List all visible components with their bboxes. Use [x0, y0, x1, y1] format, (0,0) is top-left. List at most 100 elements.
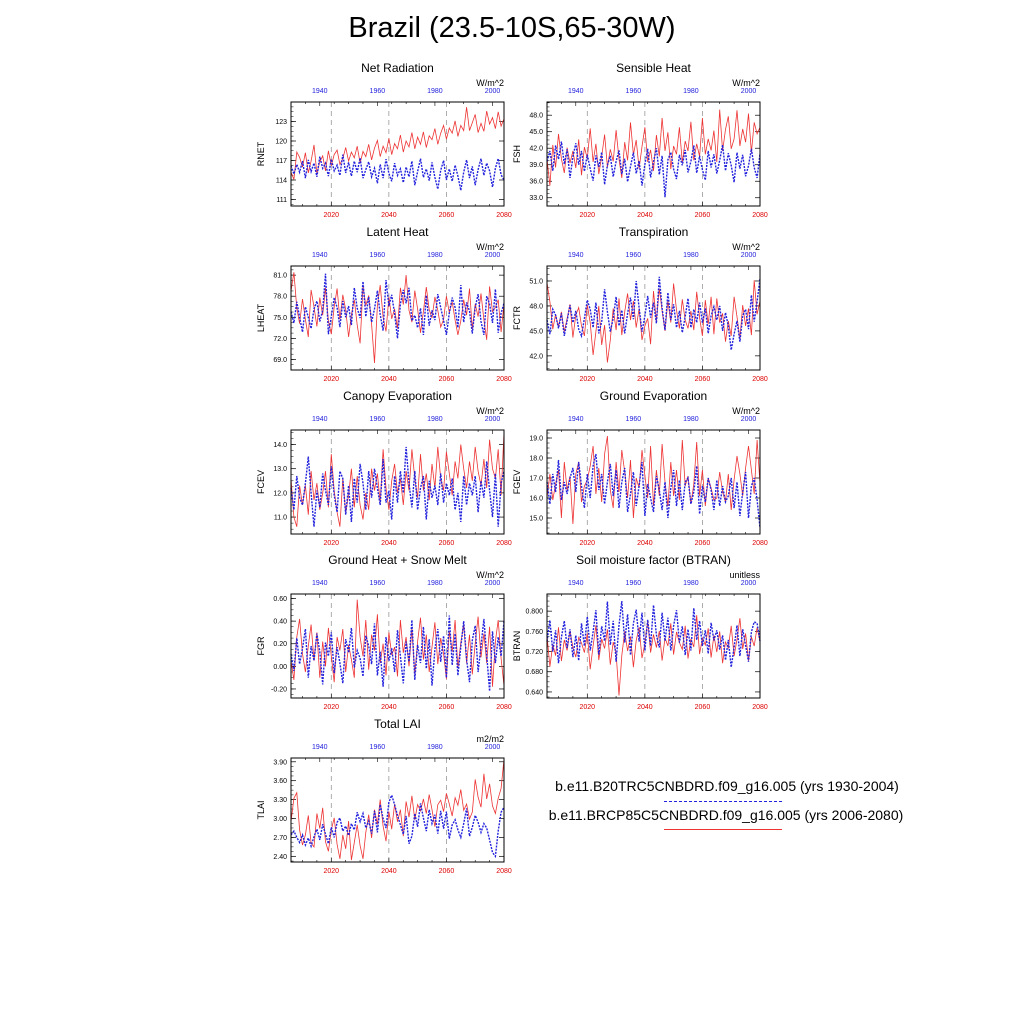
y-tick-label: 3.00 — [273, 816, 287, 823]
x-tick-label: 2080 — [496, 212, 512, 219]
top-x-tick-label: 1940 — [568, 88, 584, 95]
top-x-tick-label: 1960 — [370, 252, 386, 259]
chart-panel-btran: Soil moisture factor (BTRAN) unitless BTRA… — [512, 553, 768, 711]
y-tick-label: 51.0 — [529, 278, 543, 285]
x-tick-label: 2080 — [496, 868, 512, 875]
y-axis-label: FSH — [512, 145, 522, 163]
panel-title: Total LAI — [374, 717, 421, 731]
series-line-future — [290, 759, 505, 861]
panel-title: Ground Heat + Snow Melt — [328, 553, 467, 567]
x-tick-label: 2020 — [580, 704, 596, 711]
x-tick-label: 2040 — [381, 212, 397, 219]
x-tick-label: 2060 — [439, 704, 455, 711]
top-x-tick-label: 1960 — [626, 416, 642, 423]
chart-panel-fgr: Ground Heat + Snow Melt W/m^2 FGR -0.20 0.00… — [256, 553, 512, 711]
series-line-historical — [290, 154, 505, 191]
y-tick-label: 0.20 — [273, 641, 287, 648]
y-tick-label: 13.0 — [273, 466, 287, 473]
y-tick-label: 33.0 — [529, 195, 543, 202]
x-tick-label: 2080 — [496, 704, 512, 711]
top-x-tick-label: 2000 — [485, 416, 501, 423]
x-tick-label: 2060 — [439, 376, 455, 383]
chart-panel-fgev: Ground Evaporation W/m^2 FGEV 15.0 16.0 17.0 1… — [512, 389, 768, 547]
x-tick-label: 2040 — [381, 704, 397, 711]
top-x-tick-label: 1980 — [683, 88, 699, 95]
top-x-tick-label: 2000 — [485, 252, 501, 259]
top-x-tick-label: 1980 — [683, 416, 699, 423]
plot-frame — [290, 265, 505, 371]
x-tick-label: 2080 — [752, 704, 768, 711]
y-tick-label: 14.0 — [273, 442, 287, 449]
top-x-tick-label: 1940 — [568, 252, 584, 259]
y-tick-label: 111 — [276, 197, 287, 204]
series-line-historical — [546, 601, 761, 668]
series-line-future — [546, 109, 761, 186]
x-tick-label: 2020 — [324, 212, 340, 219]
y-tick-label: 114 — [276, 178, 287, 185]
legend-historical-label: b.e11.B20TRC5CNBDRD.f09_g16.005 (yrs 193… — [555, 778, 899, 794]
top-x-tick-label: 2000 — [741, 252, 757, 259]
y-tick-label: 81.0 — [273, 273, 287, 280]
x-tick-label: 2020 — [580, 540, 596, 547]
top-x-tick-label: 1980 — [427, 88, 443, 95]
x-tick-label: 2040 — [381, 376, 397, 383]
y-tick-label: 36.0 — [529, 179, 543, 186]
y-axis-label: FGEV — [512, 470, 522, 495]
x-tick-label: 2060 — [695, 212, 711, 219]
series-line-future — [290, 107, 505, 180]
y-axis-label: BTRAN — [512, 631, 522, 662]
top-x-tick-label: 2000 — [741, 416, 757, 423]
y-tick-label: 48.0 — [529, 303, 543, 310]
plot-frame — [546, 265, 761, 371]
panel-title: Canopy Evaporation — [343, 389, 452, 403]
panel-units: W/m^2 — [476, 78, 504, 88]
top-x-tick-label: 1960 — [370, 744, 386, 751]
y-axis-label: TLAI — [256, 800, 266, 819]
panel-units: W/m^2 — [476, 406, 504, 416]
series-line-future — [290, 599, 505, 687]
top-x-tick-label: 1940 — [312, 580, 328, 587]
chart-panel-fctr: Transpiration W/m^2 FCTR 42.0 45.0 48.0 51.0 20… — [512, 225, 768, 383]
panel-title: Net Radiation — [361, 61, 434, 75]
y-axis-label: FGR — [256, 636, 266, 655]
panel-title: Soil moisture factor (BTRAN) — [576, 553, 731, 567]
x-tick-label: 2020 — [324, 704, 340, 711]
top-x-tick-label: 1980 — [683, 580, 699, 587]
series-line-historical — [546, 453, 761, 529]
y-axis-label: RNET — [256, 141, 266, 166]
x-tick-label: 2020 — [324, 376, 340, 383]
panel-title: Ground Evaporation — [600, 389, 707, 403]
top-x-tick-label: 1940 — [312, 88, 328, 95]
top-x-tick-label: 2000 — [485, 88, 501, 95]
top-x-tick-label: 1960 — [370, 416, 386, 423]
y-tick-label: 19.0 — [529, 436, 543, 443]
top-x-tick-label: 1940 — [568, 580, 584, 587]
panel-units: W/m^2 — [732, 406, 760, 416]
y-tick-label: 0.800 — [525, 609, 543, 616]
y-tick-label: 3.60 — [273, 778, 287, 785]
y-tick-label: 18.0 — [529, 456, 543, 463]
x-tick-label: 2080 — [752, 212, 768, 219]
x-tick-label: 2040 — [637, 376, 653, 383]
y-tick-label: 42.0 — [529, 146, 543, 153]
series-line-historical — [546, 276, 761, 351]
top-x-tick-label: 2000 — [741, 88, 757, 95]
top-x-tick-label: 1940 — [312, 416, 328, 423]
x-tick-label: 2060 — [439, 868, 455, 875]
top-x-tick-label: 2000 — [485, 580, 501, 587]
series-line-historical — [290, 615, 505, 692]
y-tick-label: 0.00 — [273, 664, 287, 671]
y-tick-label: 120 — [275, 139, 287, 146]
y-tick-label: 0.680 — [525, 669, 543, 676]
y-tick-label: 42.0 — [529, 353, 543, 360]
y-tick-label: -0.20 — [271, 686, 287, 693]
top-x-tick-label: 1980 — [427, 580, 443, 587]
legend-future-swatch — [664, 829, 782, 830]
x-tick-label: 2060 — [439, 540, 455, 547]
series-line-future — [290, 272, 505, 364]
y-tick-label: 11.0 — [274, 515, 287, 522]
panel-title: Sensible Heat — [616, 61, 691, 75]
panel-title: Transpiration — [619, 225, 689, 239]
x-tick-label: 2040 — [637, 704, 653, 711]
